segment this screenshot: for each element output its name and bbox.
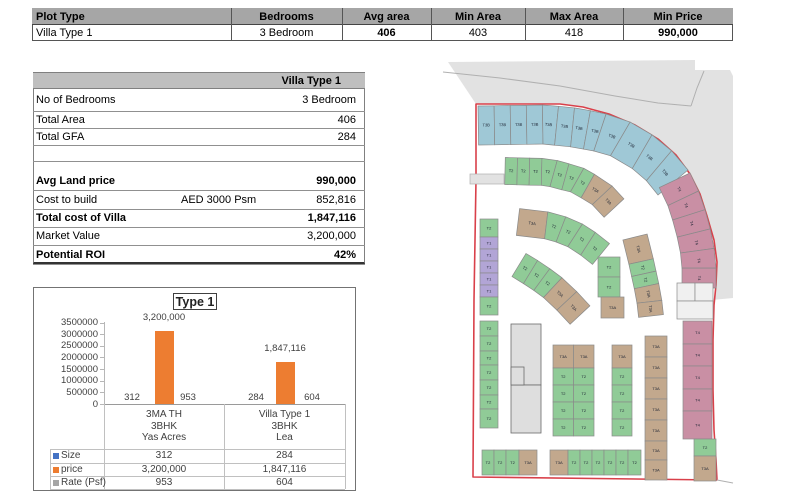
svg-text:T2: T2 (487, 370, 492, 375)
svg-text:T2: T2 (581, 425, 586, 430)
svg-text:T2: T2 (486, 460, 491, 465)
svg-text:T3A: T3A (591, 186, 600, 194)
svg-text:T2: T2 (620, 391, 625, 396)
svg-text:T2: T2 (572, 460, 577, 465)
svg-text:T2: T2 (569, 175, 576, 181)
svg-text:T3A: T3A (645, 290, 651, 299)
svg-text:T2: T2 (487, 356, 492, 361)
svg-text:T2: T2 (620, 408, 625, 413)
svg-text:T2: T2 (596, 460, 601, 465)
svg-text:T3A: T3A (652, 468, 660, 473)
svg-text:T2: T2 (510, 460, 515, 465)
svg-text:T4: T4 (695, 375, 700, 380)
svg-text:T2: T2 (533, 272, 540, 279)
svg-text:T2: T2 (487, 304, 492, 309)
svg-text:T3B: T3B (483, 122, 491, 127)
svg-text:T3A: T3A (618, 354, 626, 359)
svg-text:T3B: T3B (575, 125, 583, 131)
svg-text:T1: T1 (487, 289, 492, 294)
svg-text:T3A: T3A (555, 460, 563, 465)
svg-text:T2: T2 (561, 408, 566, 413)
svg-text:T2: T2 (581, 408, 586, 413)
svg-text:T4: T4 (694, 240, 700, 246)
svg-text:T3A: T3A (652, 365, 660, 370)
svg-text:T2: T2 (581, 391, 586, 396)
svg-text:T2: T2 (581, 374, 586, 379)
svg-text:T3A: T3A (580, 354, 588, 359)
svg-text:T3A: T3A (524, 460, 532, 465)
svg-text:T1: T1 (487, 265, 492, 270)
svg-text:T2: T2 (579, 179, 586, 186)
svg-text:T4: T4 (695, 330, 700, 335)
svg-text:T2: T2 (487, 341, 492, 346)
svg-text:T4: T4 (676, 186, 683, 193)
svg-text:T2: T2 (561, 425, 566, 430)
svg-text:T2: T2 (561, 374, 566, 379)
svg-text:T2: T2 (591, 245, 598, 252)
svg-text:T4: T4 (689, 220, 695, 226)
svg-text:T2: T2 (509, 168, 515, 173)
svg-text:T4: T4 (697, 276, 702, 281)
svg-text:T3A: T3A (652, 428, 660, 433)
svg-text:T2: T2 (487, 326, 492, 331)
svg-text:T1: T1 (487, 277, 492, 282)
svg-text:T2: T2 (557, 172, 564, 178)
svg-text:T2: T2 (703, 445, 708, 450)
svg-text:T1: T1 (487, 241, 492, 246)
svg-text:T3A: T3A (635, 245, 642, 254)
svg-text:T2: T2 (607, 265, 612, 270)
svg-text:T2: T2 (487, 226, 492, 231)
svg-text:T3A: T3A (556, 290, 565, 299)
svg-text:T3B: T3B (499, 122, 507, 127)
svg-text:T2: T2 (640, 265, 646, 271)
svg-text:T3A: T3A (652, 344, 660, 349)
svg-text:T4: T4 (695, 398, 700, 403)
svg-text:T3B: T3B (545, 122, 553, 128)
svg-text:T3A: T3A (652, 386, 660, 391)
svg-text:T2: T2 (521, 168, 527, 173)
svg-text:T2: T2 (584, 460, 589, 465)
svg-text:T1: T1 (487, 253, 492, 258)
svg-text:T2: T2 (533, 169, 539, 174)
svg-text:T2: T2 (643, 277, 649, 283)
svg-text:T2: T2 (607, 285, 612, 290)
svg-text:T2: T2 (544, 280, 551, 287)
svg-text:T3B: T3B (561, 123, 569, 129)
svg-text:T3A: T3A (560, 354, 568, 359)
svg-text:T2: T2 (498, 460, 503, 465)
svg-text:T3A: T3A (569, 303, 578, 312)
svg-text:T2: T2 (565, 229, 572, 236)
svg-text:T2: T2 (579, 236, 586, 243)
svg-text:T3A: T3A (609, 305, 617, 310)
svg-text:T2: T2 (632, 460, 637, 465)
svg-text:T3B: T3B (531, 122, 539, 127)
svg-text:T3B: T3B (645, 153, 654, 162)
svg-text:T4: T4 (695, 423, 700, 428)
svg-text:T2: T2 (487, 416, 492, 421)
svg-text:T3A: T3A (604, 197, 613, 206)
svg-text:T3B: T3B (591, 128, 599, 134)
svg-text:T2: T2 (551, 223, 558, 230)
svg-text:T3A: T3A (528, 220, 536, 226)
svg-text:T3A: T3A (648, 305, 654, 313)
svg-text:T2: T2 (487, 385, 492, 390)
svg-text:T2: T2 (620, 425, 625, 430)
svg-text:T2: T2 (487, 400, 492, 405)
svg-text:T3A: T3A (652, 407, 660, 412)
svg-text:T4: T4 (683, 202, 689, 209)
svg-text:T3A: T3A (652, 448, 660, 453)
svg-text:T2: T2 (522, 265, 529, 272)
svg-text:T3A: T3A (701, 466, 709, 471)
svg-text:T2: T2 (545, 169, 551, 174)
svg-text:T3B: T3B (627, 141, 636, 149)
svg-text:T2: T2 (608, 460, 613, 465)
svg-text:T3B: T3B (608, 133, 617, 140)
svg-text:T3B: T3B (661, 168, 670, 177)
svg-text:T2: T2 (620, 374, 625, 379)
svg-text:T4: T4 (696, 258, 702, 264)
svg-text:T4: T4 (695, 353, 700, 358)
svg-text:T2: T2 (620, 460, 625, 465)
svg-text:T2: T2 (561, 391, 566, 396)
svg-text:T3B: T3B (515, 122, 523, 127)
